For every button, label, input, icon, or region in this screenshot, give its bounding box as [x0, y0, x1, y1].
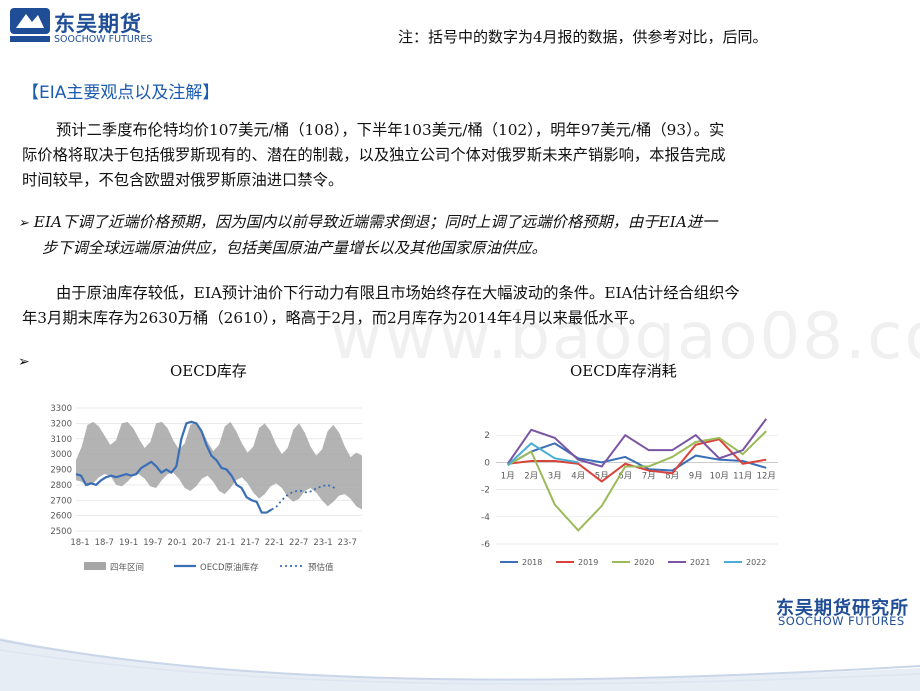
- y-tick-label: 2900: [50, 466, 72, 476]
- y-tick-label: -2: [481, 486, 490, 496]
- bullet-arrow-icon: ➢: [18, 216, 29, 231]
- paragraph-line: 时间较早，不包含欧盟对俄罗斯原油进口禁令。: [22, 171, 344, 189]
- brand-logo: 东吴期货 SOOCHOW FUTURES: [8, 6, 178, 46]
- x-tick-label: 19-7: [143, 538, 162, 548]
- paragraph-line: 年3月期末库存为2630万桶（2610），略高于2月，而2月库存为2014年4月…: [22, 309, 645, 327]
- y-tick-label: -6: [481, 540, 490, 550]
- y-tick-label: 2500: [50, 527, 72, 537]
- x-tick-label: 21-1: [216, 538, 235, 548]
- x-tick-label: 21-7: [240, 538, 259, 548]
- x-tick-label: 19-1: [119, 538, 138, 548]
- paragraph-text: EIA下调了近端价格预期，因为国内以前导致近端需求倒退；同时上调了远端价格预期，…: [33, 213, 718, 231]
- series-line-2018: [507, 442, 767, 472]
- footer-swoosh-decoration: [0, 638, 920, 691]
- x-tick-label: 12月: [757, 471, 776, 481]
- section-title: 【EIA主要观点以及注解】: [22, 83, 220, 103]
- paragraph-line: 步下调全球远端原油供应，包括美国原油产量增长以及其他国家原油供应。: [42, 239, 547, 257]
- x-tick-label: 9月: [689, 471, 703, 481]
- oecd-inventory-draw-chart: -6 -4 -2 0 2 1月 2月 3月 4月 5月 6月 7月 8月 9月 10月 11月 12月 2018 2…: [481, 418, 778, 567]
- y-tick-label: 2800: [50, 481, 72, 491]
- paragraph-line: 由于原油库存较低，EIA预计油价下行动力有限且市场始终存在大幅波动的条件。EIA…: [56, 284, 740, 302]
- logo-english-name: SOOCHOW FUTURES: [54, 34, 153, 45]
- legend-label-forecast: 预估值: [308, 562, 334, 573]
- paragraph-line: 际价格将取决于包括俄罗斯现有的、潜在的制裁，以及独立公司个体对俄罗斯未来产销影响…: [22, 146, 726, 164]
- paragraph-price-adjustment: ➢ EIA下调了近端价格预期，因为国内以前导致近端需求倒退；同时上调了远端价格预…: [18, 210, 717, 261]
- legend-label-band: 四年区间: [110, 562, 144, 573]
- x-tick-label: 11月: [733, 471, 752, 481]
- y-tick-label: 0: [484, 458, 490, 468]
- chart1-title: OECD库存: [170, 362, 247, 380]
- x-tick-label: 20-1: [168, 538, 187, 548]
- x-tick-label: 23-7: [338, 538, 357, 548]
- x-tick-label: 8月: [665, 471, 679, 481]
- oecd-inventory-chart: 2500 2600 2700 2800 2900 3000 3100 3200 3300 18-1…: [50, 404, 362, 573]
- series-line-2022: [507, 442, 579, 466]
- header-note: 注：括号中的数字为4月报的数据，供参考对比，后同。: [398, 28, 768, 46]
- y-tick-label: 3000: [50, 450, 72, 460]
- paragraph-outlook: 预计二季度布伦特均价107美元/桶（108），下半年103美元/桶（102），明…: [22, 118, 726, 193]
- paragraph-line: ➢ EIA下调了近端价格预期，因为国内以前导致近端需求倒退；同时上调了远端价格预…: [18, 210, 717, 236]
- x-tick-label: 7月: [642, 471, 656, 481]
- x-tick-label: 22-7: [289, 538, 308, 548]
- legend-label-2020: 2020: [634, 558, 654, 567]
- x-tick-label: 6月: [618, 471, 632, 481]
- y-tick-label: 3200: [50, 419, 72, 429]
- x-tick-label: 20-7: [192, 538, 211, 548]
- y-tick-label: 2700: [50, 496, 72, 506]
- x-tick-label: 2月: [524, 471, 538, 481]
- legend-swatch-band: [84, 562, 106, 570]
- legend-label-2018: 2018: [522, 558, 542, 567]
- x-tick-label: 23-1: [313, 538, 332, 548]
- legend-label-inventory: OECD原油库存: [200, 562, 259, 573]
- x-tick-label: 1月: [501, 471, 515, 481]
- y-tick-label: 3300: [50, 404, 72, 414]
- y-tick-label: -4: [481, 513, 490, 523]
- legend-label-2021: 2021: [690, 558, 710, 567]
- chart2-title: OECD库存消耗: [570, 362, 677, 380]
- x-tick-label: 22-1: [265, 538, 284, 548]
- footer-logo: 东吴期货研究所 SOOCHOW FUTURES: [776, 594, 916, 628]
- series-line-2021: [506, 418, 768, 468]
- x-tick-label: 4月: [571, 471, 585, 481]
- x-tick-label: 3月: [548, 471, 562, 481]
- logo-chinese-name: 东吴期货: [54, 12, 142, 36]
- x-tick-label: 10月: [710, 471, 729, 481]
- x-tick-label: 18-7: [95, 538, 114, 548]
- soochow-logo-icon: [10, 8, 50, 42]
- y-tick-label: 2: [484, 431, 490, 441]
- series-line-OECD原油库存: [75, 420, 273, 514]
- bullet-arrow-icon: ➢: [18, 354, 30, 370]
- series-line-2020: [507, 430, 767, 532]
- x-tick-label: 18-1: [70, 538, 89, 548]
- paragraph-line: 预计二季度布伦特均价107美元/桶（108），下半年103美元/桶（102），明…: [56, 121, 725, 139]
- x-tick-label: 5月: [595, 471, 609, 481]
- footer-chinese-name: 东吴期货研究所: [776, 598, 909, 619]
- footer-english-name: SOOCHOW FUTURES: [778, 614, 905, 628]
- y-tick-label: 2600: [50, 512, 72, 522]
- legend-label-2022: 2022: [746, 558, 766, 567]
- y-tick-label: 3100: [50, 435, 72, 445]
- paragraph-inventory: 由于原油库存较低，EIA预计油价下行动力有限且市场始终存在大幅波动的条件。EIA…: [22, 281, 740, 331]
- watermark: www.baogao08.com: [330, 300, 920, 374]
- legend-label-2019: 2019: [578, 558, 598, 567]
